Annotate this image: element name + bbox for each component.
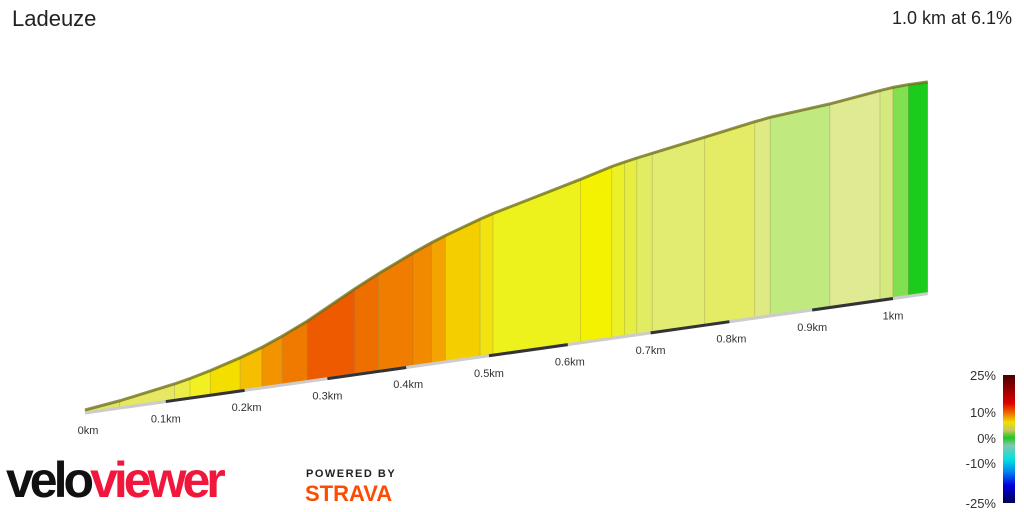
powered-by-label: POWERED BY [306, 468, 397, 480]
gradient-segment [261, 335, 283, 388]
x-tick-label: 0.6km [555, 356, 585, 368]
gradient-segment [704, 121, 756, 325]
legend-label: -25% [965, 496, 996, 511]
x-tick-label: 1km [883, 311, 904, 323]
gradient-segment [892, 84, 909, 298]
x-tick-label: 0.9km [797, 322, 827, 334]
gradient-segment [431, 235, 446, 364]
distance-tick-band [811, 297, 894, 312]
x-tick-label: 0km [78, 425, 99, 437]
segment-summary: 1.0 km at 6.1% [891, 8, 1012, 28]
gradient-legend-bar [1003, 375, 1015, 503]
gradient-segment [611, 161, 626, 338]
profile-top-edge [84, 80, 928, 412]
x-tick-label: 0.2km [232, 402, 262, 414]
gradient-segment [908, 81, 929, 296]
gradient-segment [636, 152, 653, 335]
distance-tick-band [327, 366, 407, 381]
gradient-segment [445, 218, 481, 362]
segment-title: Ladeuze [12, 6, 97, 31]
gradient-segment [492, 179, 581, 355]
x-tick-label: 0.5km [474, 368, 504, 380]
x-tick-label: 0.4km [393, 379, 423, 391]
gradient-segment [479, 213, 494, 357]
x-tick-label: 0.3km [312, 391, 342, 403]
gradient-segment [306, 288, 356, 381]
gradient-segment [754, 116, 771, 318]
veloviewer-logo: veloviewer [6, 452, 226, 508]
gradient-segment [412, 242, 432, 366]
strava-logo: STRAVA [305, 481, 393, 506]
gradient-segment [624, 157, 638, 336]
gradient-segment [829, 90, 881, 307]
x-tick-label: 0.8km [716, 333, 746, 345]
gradient-segment [281, 320, 308, 385]
legend-label: 0% [977, 431, 996, 446]
legend-label: 25% [969, 368, 996, 383]
legend-label: 10% [969, 405, 996, 420]
distance-tick-band [165, 388, 245, 404]
legend-label: -10% [965, 456, 996, 471]
gradient-segment [354, 273, 379, 375]
gradient-segment [769, 103, 831, 316]
x-tick-label: 0.1km [151, 414, 181, 426]
x-tick-label: 0.7km [636, 345, 666, 357]
distance-tick-band [650, 320, 730, 335]
gradient-segment [879, 87, 894, 300]
gradient-segment [651, 136, 706, 332]
gradient-segment [580, 166, 613, 343]
distance-tick-band [488, 343, 569, 358]
